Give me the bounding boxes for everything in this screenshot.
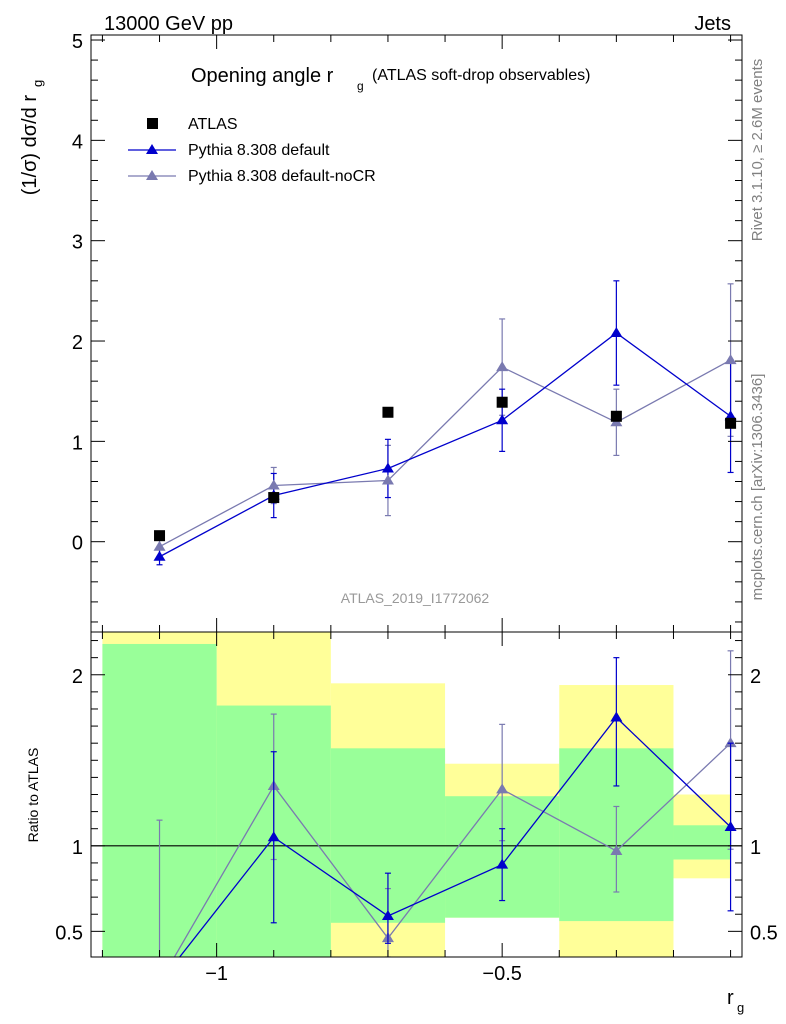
ratio-point-default <box>267 831 280 842</box>
series-line-default <box>159 332 731 558</box>
main-ylabel-group: (1/σ) dσ/d r g <box>19 80 45 196</box>
ratio-point-nocr <box>610 844 623 855</box>
data-point-nocr <box>496 361 509 372</box>
ratio-ytick-label: 2 <box>72 666 83 688</box>
data-point-atlas <box>382 406 394 418</box>
rivet-label: Rivet 3.1.10, ≥ 2.6M events <box>749 59 766 242</box>
data-point-nocr <box>267 479 280 490</box>
data-point-nocr <box>153 540 166 551</box>
main-ylabel-subscript: g <box>30 80 45 87</box>
data-point-default <box>610 326 623 337</box>
ratio-ytick-label-right: 1 <box>750 837 761 859</box>
data-point-default <box>153 550 166 561</box>
ratio-point-default <box>724 821 737 831</box>
data-point-atlas <box>725 417 737 429</box>
analysis-watermark: ATLAS_2019_I1772062 <box>341 590 490 606</box>
data-point-default <box>381 462 394 473</box>
ratio-series-default <box>178 657 737 957</box>
ratio-ytick-label-right: 2 <box>750 666 761 688</box>
ratio-ylabel: Ratio to ATLAS <box>25 748 41 843</box>
main-ytick-label: 0 <box>72 533 83 555</box>
plot-title: Opening angle r <box>191 65 334 87</box>
main-ytick-label: 4 <box>72 131 83 153</box>
mcplots-label: mcplots.cern.ch [arXiv:1306.3436] <box>749 374 766 601</box>
ratio-point-nocr <box>724 737 737 748</box>
legend-marker-atlas <box>147 118 158 129</box>
plot-title-note: (ATLAS soft-drop observables) <box>372 67 590 84</box>
ratio-point-default <box>381 909 394 920</box>
uncertainty-band-green <box>673 825 731 860</box>
legend-label-atlas: ATLAS <box>188 116 238 133</box>
data-point-atlas <box>610 410 622 422</box>
ratio-ytick-label: 0.5 <box>55 922 83 944</box>
ratio-ytick-label: 1 <box>72 837 83 859</box>
main-ytick-label: 5 <box>72 31 83 53</box>
data-point-atlas <box>268 492 280 504</box>
main-ytick-label: 2 <box>72 332 83 354</box>
xaxis-label-subscript: g <box>737 1000 744 1015</box>
energy-label: 13000 GeV pp <box>104 13 233 35</box>
legend-marker-nocr <box>146 170 158 180</box>
data-point-default <box>724 410 737 421</box>
xtick-label: −1 <box>205 963 228 985</box>
data-point-atlas <box>496 396 508 408</box>
ratio-line-nocr <box>173 742 732 957</box>
xtick-label: −0.5 <box>482 963 521 985</box>
ratio-point-nocr <box>496 783 509 794</box>
ratio-point-default <box>610 711 623 722</box>
main-ytick-label: 1 <box>72 432 83 454</box>
main-plot-panel: 0 1 2 3 4 5 Opening angle r g (ATLAS soft-dro… <box>19 31 743 633</box>
ratio-line-default <box>178 716 732 957</box>
plot-title-main: Opening angle r <box>191 65 334 87</box>
legend-label-nocr: Pythia 8.308 default-noCR <box>188 168 376 185</box>
data-point-atlas <box>154 530 166 542</box>
xaxis-label: r <box>727 987 734 1009</box>
legend-label-default: Pythia 8.308 default <box>188 142 330 159</box>
ratio-ytick-label-right: 0.5 <box>750 922 778 944</box>
main-ytick-label: 3 <box>72 232 83 254</box>
main-ylabel: (1/σ) dσ/d r <box>19 95 41 196</box>
series-line-nocr <box>159 359 731 548</box>
data-point-default <box>496 414 509 425</box>
legend: ATLAS Pythia 8.308 default Pythia 8.308 … <box>128 116 376 185</box>
ratio-plot-panel: 0.5 0.5 1 1 2 2 −1 −0.5 Ratio to ATLAS r g <box>25 631 778 1015</box>
data-point-nocr <box>724 354 737 365</box>
legend-marker-default <box>146 144 158 154</box>
ratio-point-default <box>496 858 509 869</box>
data-point-nocr <box>381 474 394 485</box>
plot-title-subscript: g <box>357 79 364 93</box>
process-label: Jets <box>694 13 731 35</box>
